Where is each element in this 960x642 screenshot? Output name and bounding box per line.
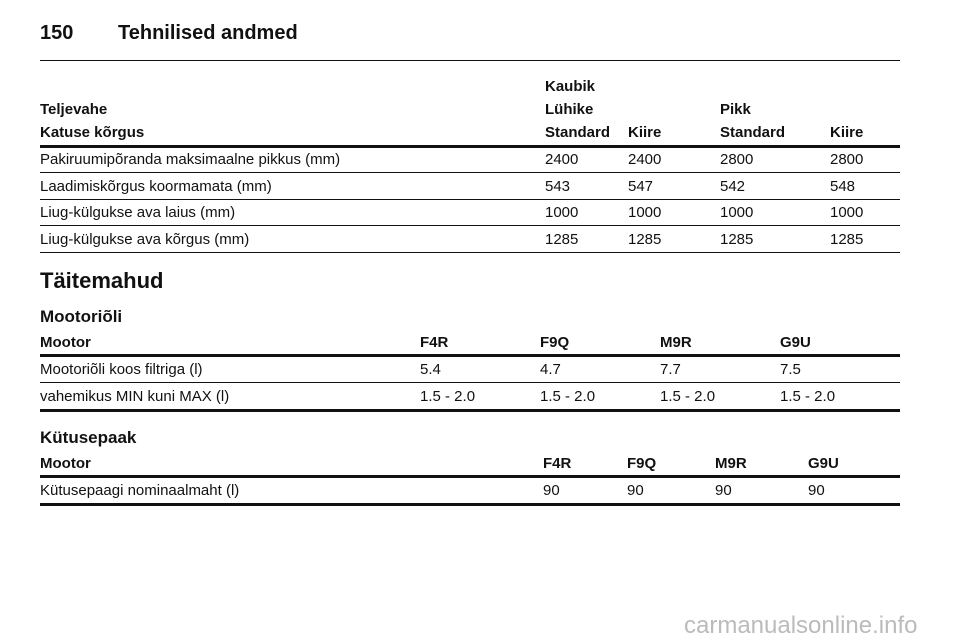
table-rule xyxy=(40,475,900,478)
header-cell: Katuse kõrgus xyxy=(40,124,145,141)
cell: 1.5 - 2.0 xyxy=(660,388,716,405)
header-cell: F9Q xyxy=(627,455,657,472)
table-rule xyxy=(40,172,900,173)
header-cell: Mootor xyxy=(40,334,91,351)
table-rule xyxy=(40,382,900,383)
cell: 1.5 - 2.0 xyxy=(540,388,596,405)
cell: 547 xyxy=(628,178,654,195)
cell: 1000 xyxy=(628,204,662,221)
header-cell: Kiire xyxy=(628,124,662,141)
section-title: Täitemahud xyxy=(40,268,164,293)
subsection-title: Kütusepaak xyxy=(40,428,137,447)
cell: 90 xyxy=(715,482,732,499)
cell: 2800 xyxy=(830,151,864,168)
cell: 4.7 xyxy=(540,361,561,378)
cell: Kütusepaagi nominaalmaht (l) xyxy=(40,482,240,499)
header-cell: F9Q xyxy=(540,334,570,351)
cell: 543 xyxy=(545,178,571,195)
cell: 2400 xyxy=(628,151,662,168)
header-cell: Standard xyxy=(545,124,611,141)
cell: 7.5 xyxy=(780,361,801,378)
cell: Liug-külgukse ava laius (mm) xyxy=(40,204,236,221)
cell: Pakiruumipõranda maksimaalne pikkus (mm) xyxy=(40,151,341,168)
cell: 5.4 xyxy=(420,361,441,378)
subsection-title: Mootoriõli xyxy=(40,307,123,326)
cell: 1285 xyxy=(720,231,754,248)
cell: 7.7 xyxy=(660,361,681,378)
cell: 1000 xyxy=(545,204,579,221)
watermark: carmanualsonline.info xyxy=(684,612,918,639)
table-rule xyxy=(40,354,900,357)
cell: 1000 xyxy=(720,204,754,221)
header-cell: Mootor xyxy=(40,455,91,472)
header-cell: Kiire xyxy=(830,124,864,141)
page-number: 150 xyxy=(40,22,74,44)
table-rule xyxy=(40,252,900,253)
cell: 90 xyxy=(627,482,644,499)
cell: Laadimiskõrgus koormamata (mm) xyxy=(40,178,272,195)
cell: 542 xyxy=(720,178,746,195)
cell: 90 xyxy=(543,482,560,499)
cell: Mootoriõli koos filtriga (l) xyxy=(40,361,203,378)
cell: 548 xyxy=(830,178,856,195)
header-cell: F4R xyxy=(543,455,572,472)
table-rule xyxy=(40,409,900,412)
header-cell: M9R xyxy=(660,334,692,351)
cell: 1285 xyxy=(628,231,662,248)
header-cell: G9U xyxy=(808,455,839,472)
table-rule xyxy=(40,145,900,148)
cell: 1285 xyxy=(830,231,864,248)
cell: 1000 xyxy=(830,204,864,221)
page-title: Tehnilised andmed xyxy=(118,22,298,44)
header-cell: Standard xyxy=(720,124,786,141)
header-cell: Pikk xyxy=(720,101,751,118)
cell: 1285 xyxy=(545,231,579,248)
table-rule xyxy=(40,503,900,506)
cell: 2800 xyxy=(720,151,754,168)
cell: Liug-külgukse ava kõrgus (mm) xyxy=(40,231,250,248)
header-cell: G9U xyxy=(780,334,811,351)
header-cell: M9R xyxy=(715,455,747,472)
cell: 1.5 - 2.0 xyxy=(420,388,476,405)
header-cell: Lühike xyxy=(545,101,594,118)
table-rule xyxy=(40,225,900,226)
cell: 1.5 - 2.0 xyxy=(780,388,836,405)
header-cell: Kaubik xyxy=(545,78,596,95)
header-cell: Teljevahe xyxy=(40,101,108,118)
header-cell: F4R xyxy=(420,334,449,351)
table-rule xyxy=(40,199,900,200)
cell: 90 xyxy=(808,482,825,499)
cell: 2400 xyxy=(545,151,579,168)
header-rule xyxy=(40,60,900,61)
cell: vahemikus MIN kuni MAX (l) xyxy=(40,388,230,405)
